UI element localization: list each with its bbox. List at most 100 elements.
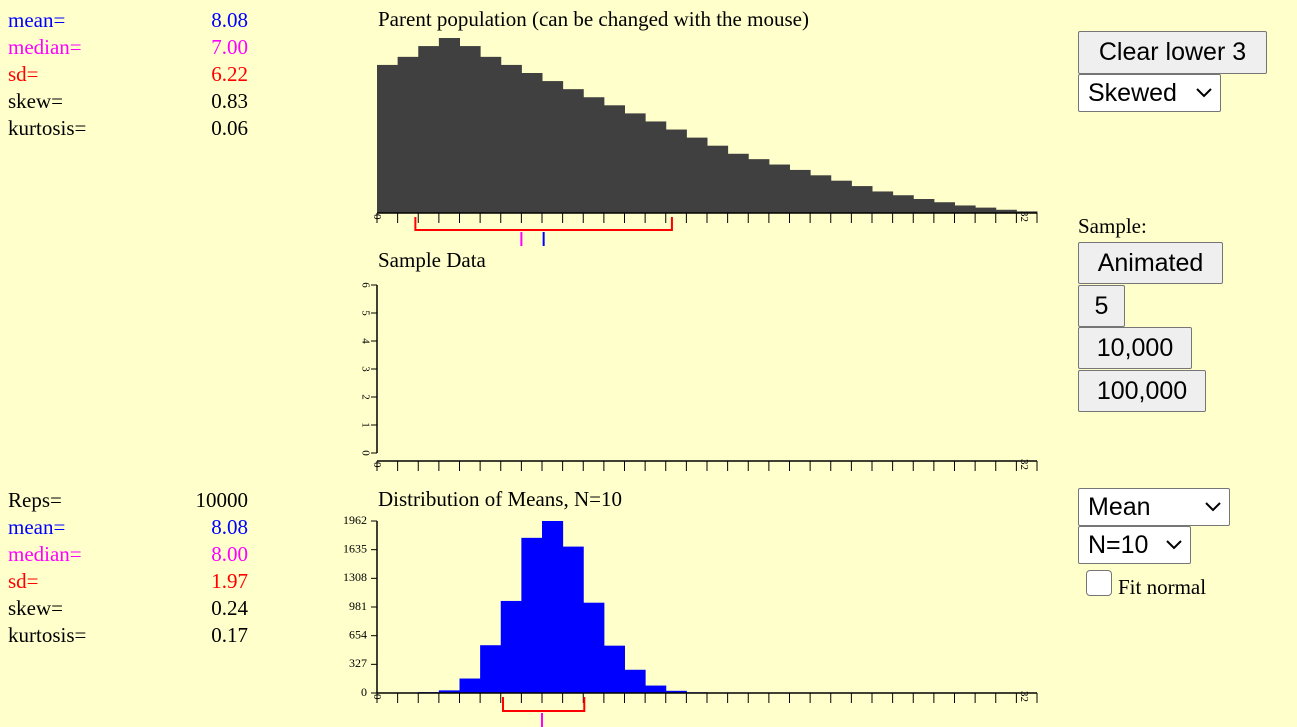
parent-population-title: Parent population (can be changed with t… [378,7,809,31]
sample-label: Sample: [1078,214,1147,238]
statistic-select[interactable]: Mean [1078,488,1230,526]
sample-y-tick-label: 4 [359,338,371,344]
parent-bar [397,56,419,213]
parent-bar [665,129,687,213]
top-kurtosis-value: 0.06 [211,116,248,140]
parent-bar [686,137,708,213]
parent-bar [562,89,584,213]
sample-y-tick-label: 0 [359,450,371,456]
fit-normal-checkbox[interactable] [1086,570,1112,596]
means-bar [624,669,646,693]
means-bar [480,645,502,693]
clear-lower-button[interactable]: Clear lower 3 [1078,31,1267,74]
top-median-value: 7.00 [211,35,248,59]
parent-bar [377,64,399,213]
parent-bar [603,105,625,213]
top-mean-value: 8.08 [211,8,248,32]
top-sd-value: 6.22 [211,62,248,86]
parent-bar [542,81,564,213]
bottom-reps-label: Reps= [8,488,62,512]
means-y-tick-label: 654 [349,627,367,641]
parent-bar [892,195,914,213]
means-bar [459,678,481,693]
top-skew-label: skew= [8,89,64,113]
sample-y-tick-label: 6 [359,282,371,288]
parent-x-tick-label: 0 [371,214,383,220]
distribution-select[interactable]: Skewed [1078,74,1221,112]
means-y-tick-label: 327 [349,656,367,670]
bottom-skew-value: 0.24 [211,596,248,620]
parent-bar [438,38,460,213]
top-median-label: median= [8,35,82,59]
bottom-mean-label: mean= [8,515,66,539]
bottom-skew-label: skew= [8,596,64,620]
fit-normal-label: Fit normal [1118,575,1207,599]
means-bar [542,521,564,693]
means-bar [686,692,708,693]
parent-bar [480,56,502,213]
top-sd-label: sd= [8,62,39,86]
top-mean-label: mean= [8,8,66,32]
means-y-tick-label: 1635 [343,541,367,555]
parent-bar [851,186,873,213]
means-bar [603,645,625,693]
parent-bar [1016,211,1038,213]
parent-x-tick-label: 32 [1018,211,1030,222]
n-select[interactable]: N=10 [1078,526,1191,564]
bottom-mean-value: 8.08 [211,515,248,539]
means-bar [418,692,440,693]
parent-bar [768,164,790,213]
bottom-median-label: median= [8,542,82,566]
parent-bar [624,113,646,213]
parent-bar [810,175,832,213]
means-y-tick-label: 981 [349,599,367,613]
animated-button[interactable]: Animated [1078,242,1223,284]
parent-bar [500,64,522,213]
n-select-value: N=10 [1088,530,1149,559]
parent-bar [521,73,543,213]
parent-bar [933,202,955,213]
sample-100000-button[interactable]: 100,000 [1078,370,1206,412]
parent-bar [913,199,935,213]
sample-y-tick-label: 1 [359,422,371,428]
top-skew-value: 0.83 [211,89,248,113]
means-sd-bracket [502,697,586,712]
sample-y-tick-label: 2 [359,394,371,400]
chevron-down-icon [1197,502,1221,512]
bottom-kurtosis-label: kurtosis= [8,623,87,647]
means-bar [521,537,543,693]
chevron-down-icon [1188,88,1212,98]
parent-bar [954,205,976,213]
parent-bar [830,180,852,213]
bottom-sd-value: 1.97 [211,569,248,593]
parent-bar [789,169,811,213]
top-kurtosis-label: kurtosis= [8,116,87,140]
parent-bar [975,207,997,213]
parent-bar [707,145,729,213]
sample-10000-button[interactable]: 10,000 [1078,327,1192,369]
means-y-tick-label: 1308 [343,570,367,584]
parent-bar [418,46,440,214]
parent-bar [727,153,749,213]
means-bar [645,685,667,693]
bottom-sd-label: sd= [8,569,39,593]
parent-bar [583,97,605,213]
bottom-reps-value: 10000 [195,488,249,512]
means-bar [583,602,605,693]
statistic-select-value: Mean [1088,492,1151,521]
means-x-tick-label: 0 [371,694,383,700]
means-x-tick-label: 32 [1018,691,1030,702]
bottom-median-value: 8.00 [211,542,248,566]
parent-bar [872,191,894,213]
chevron-down-icon [1158,540,1182,550]
parent-sd-bracket [414,217,673,231]
means-bar [438,690,460,693]
parent-bar [995,209,1017,213]
bottom-kurtosis-value: 0.17 [211,623,248,647]
means-y-tick-label: 1962 [343,513,367,527]
sample-5-button[interactable]: 5 [1078,285,1125,327]
parent-bar [645,121,667,213]
sample-y-tick-label: 3 [359,366,371,372]
parent-bar [748,159,770,213]
sample-x-tick-label: 0 [371,462,383,468]
